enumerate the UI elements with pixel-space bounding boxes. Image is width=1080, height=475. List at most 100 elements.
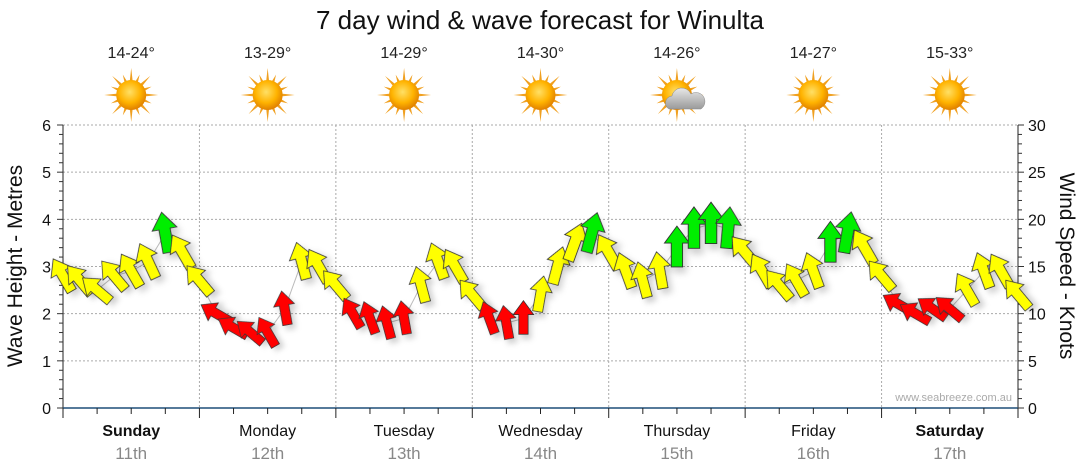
wave-series <box>50 201 1034 349</box>
chart-title: 7 day wind & wave forecast for Winulta <box>316 5 765 35</box>
sun-ray <box>240 93 255 97</box>
wind-arrow <box>784 263 810 299</box>
wind-arrow <box>1005 279 1034 312</box>
wind-arrow <box>714 206 742 250</box>
day-temperature: 13-29° <box>244 45 291 62</box>
day-name: Friday <box>791 423 835 440</box>
sun-ray <box>786 93 801 97</box>
sun-disc <box>389 80 420 110</box>
sun-ray <box>416 93 432 97</box>
sun-icon <box>240 68 295 122</box>
day-temperature: 14-24° <box>108 45 155 62</box>
sun-ray <box>112 75 124 87</box>
day-name: Sunday <box>102 423 160 440</box>
day-date: 14th <box>524 444 557 463</box>
sun-ray <box>948 107 952 122</box>
wind-arrow <box>647 251 672 290</box>
sun-ray <box>794 103 806 115</box>
sun-icon <box>786 68 841 122</box>
wind-arrow <box>529 275 553 313</box>
sun-ray <box>513 93 528 97</box>
y2-tick-label: 15 <box>1028 260 1046 277</box>
sun-ray <box>675 107 679 122</box>
day-temperature: 14-29° <box>380 45 427 62</box>
y2-tick-label: 25 <box>1028 165 1046 182</box>
sun-ray <box>384 103 397 115</box>
sun-ray <box>144 93 159 97</box>
day-name: Tuesday <box>374 423 435 440</box>
wind-arrow <box>408 266 432 304</box>
sun-ray <box>957 103 969 115</box>
sun-ray <box>402 107 406 122</box>
sun-ray <box>129 68 133 83</box>
sun-ray <box>104 93 119 97</box>
sun-ray <box>112 103 124 115</box>
wind-arrow <box>323 270 352 303</box>
axes: 0 1 2 3 4 5 6 0 5 10 15 20 25 30 <box>42 118 1046 418</box>
sun-disc <box>116 80 147 110</box>
sun-ray <box>521 103 533 115</box>
y-tick-label: 5 <box>42 165 51 182</box>
y2-tick-label: 5 <box>1028 354 1037 371</box>
sun-ray <box>684 75 697 87</box>
wind-arrow <box>256 316 280 349</box>
grid-lines <box>63 124 1018 408</box>
day-name: Saturday <box>916 423 985 440</box>
sun-ray <box>139 103 151 115</box>
partly-cloudy-icon <box>649 68 706 122</box>
credit-text: www.seabreeze.com.au <box>894 392 1012 404</box>
sun-disc <box>252 80 283 110</box>
sun-ray <box>548 75 560 87</box>
sun-icon <box>377 68 432 122</box>
day-date: 16th <box>797 444 830 463</box>
day-name: Monday <box>239 423 296 440</box>
cloud-icon <box>665 87 706 110</box>
wind-arrow <box>935 297 966 324</box>
sun-ray <box>649 93 665 97</box>
day-date: 11th <box>115 444 147 463</box>
wind-arrow <box>899 302 933 327</box>
y2-tick-label: 10 <box>1028 307 1046 324</box>
day-date: 17th <box>933 444 966 463</box>
wind-arrow <box>375 305 397 341</box>
day-temperature: 14-30° <box>517 45 564 62</box>
wind-arrow <box>186 265 216 298</box>
wind-arrow <box>917 298 949 323</box>
y2-axis-label: Wind Speed - Knots <box>1055 173 1078 360</box>
day-date: 15th <box>660 444 693 463</box>
sun-ray <box>922 93 937 97</box>
wind-arrow <box>954 273 981 308</box>
y-tick-label: 4 <box>42 212 51 229</box>
wind-arrow <box>663 225 691 268</box>
sun-icon <box>513 68 568 122</box>
wind-arrow <box>512 300 535 335</box>
sun-icon <box>922 68 977 122</box>
sun-ray <box>402 68 406 83</box>
sun-ray <box>266 68 270 83</box>
sun-disc <box>798 80 829 110</box>
y-tick-label: 1 <box>42 354 51 371</box>
sun-ray <box>657 75 669 87</box>
wind-arrow <box>101 260 130 294</box>
sun-ray <box>962 93 977 97</box>
wind-arrow <box>392 300 415 336</box>
sun-ray <box>826 93 841 97</box>
y-tick-label: 0 <box>42 401 51 418</box>
wind-arrow <box>82 277 114 306</box>
wind-arrow <box>477 301 500 336</box>
wind-arrow <box>613 252 638 291</box>
sun-ray <box>412 103 424 115</box>
sun-disc <box>525 80 556 110</box>
wind-arrow <box>834 211 862 255</box>
wind-arrow <box>118 253 146 290</box>
wind-arrow <box>273 290 296 327</box>
y-tick-label: 6 <box>42 118 51 135</box>
sun-ray <box>275 103 287 115</box>
sun-ray <box>548 103 560 115</box>
sun-ray <box>930 103 942 115</box>
sun-ray <box>538 107 543 122</box>
sun-ray <box>412 75 424 87</box>
sun-ray <box>821 75 833 87</box>
sun-icon <box>104 68 159 122</box>
